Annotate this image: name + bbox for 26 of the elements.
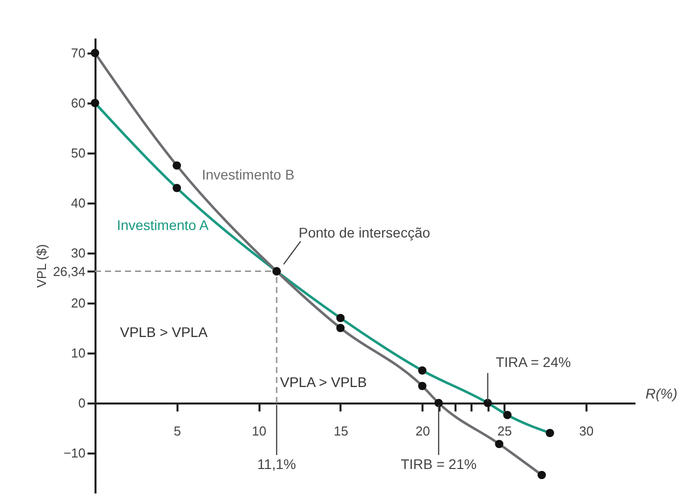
- y-tick-label: 40: [71, 196, 86, 210]
- series-label: Investimento A: [116, 217, 210, 233]
- y-tick-label: 50: [71, 146, 86, 160]
- annotation: TIRA = 24%: [496, 354, 571, 370]
- y-tick-label: 70: [71, 46, 86, 60]
- x-tick-label: 25: [497, 424, 512, 438]
- series-label: Investimento B: [202, 166, 294, 182]
- x-tick-label: 30: [579, 424, 594, 438]
- annotation: Ponto de intersecção: [298, 224, 430, 240]
- y-tick-label: 60: [71, 96, 86, 110]
- y-axis-title: VPL ($): [34, 244, 49, 288]
- x-tick-label: 5: [174, 424, 181, 438]
- y-tick-label: 10: [71, 346, 86, 360]
- y-tick-label: 0: [78, 396, 86, 410]
- x-tick-label: 10: [252, 424, 266, 438]
- x-tick-label: 20: [416, 424, 430, 438]
- annotation: VPLB > VPLA: [120, 324, 208, 340]
- annotation: VPLA > VPLB: [280, 374, 367, 390]
- y-tick-label: −10: [63, 446, 86, 460]
- y-tick-label: 26,34: [52, 264, 86, 279]
- x-axis-title: R(%): [646, 386, 678, 402]
- y-tick-label: 20: [71, 296, 86, 310]
- x-tick-label: 15: [334, 424, 348, 438]
- annotation: TIRB = 21%: [400, 456, 477, 472]
- annotation: 11,1%: [257, 456, 296, 472]
- y-tick-label: 30: [71, 246, 86, 260]
